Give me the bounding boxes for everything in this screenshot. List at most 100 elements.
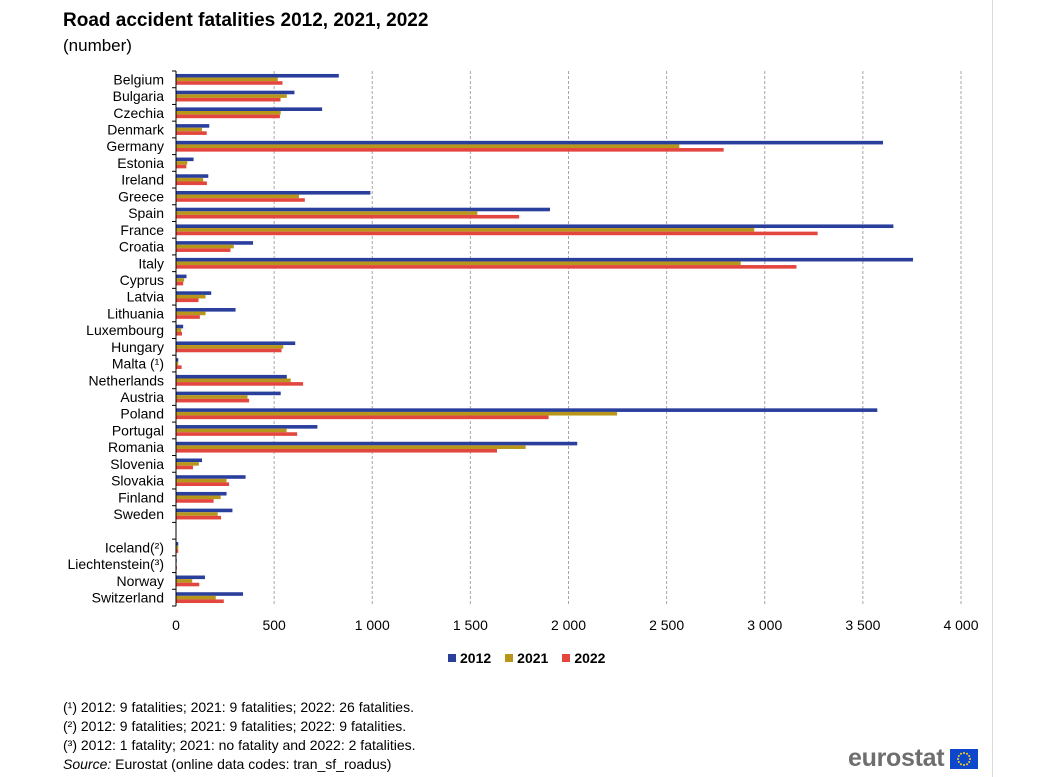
x-tick-label: 0	[172, 617, 180, 633]
bar-2022	[176, 81, 283, 85]
bar-2022	[176, 432, 298, 436]
bar-2021	[176, 495, 221, 500]
category-label: Sweden	[113, 506, 164, 522]
bar-2021	[176, 545, 179, 550]
category-label: Iceland(²)	[105, 539, 164, 555]
bar-2021	[176, 428, 287, 433]
bar-2022	[176, 482, 230, 487]
bar-2022	[176, 164, 187, 169]
bar-2022	[176, 599, 224, 604]
bar-2021	[176, 127, 203, 132]
category-label: Latvia	[127, 289, 165, 305]
bar-2021	[176, 244, 234, 249]
bar-2012	[176, 358, 179, 362]
category-label: Italy	[138, 255, 164, 271]
bar-2021	[176, 194, 299, 199]
bar-2021	[176, 228, 755, 232]
legend-swatch-2012	[448, 654, 456, 662]
category-label: Germany	[106, 138, 164, 154]
source-line: Source: Eurostat (online data codes: tra…	[63, 755, 416, 774]
category-label: Poland	[120, 406, 164, 422]
bar-2021	[176, 361, 179, 366]
footnote-1: (¹) 2012: 9 fatalities; 2021: 9 fataliti…	[63, 699, 414, 715]
category-label: Finland	[118, 489, 164, 505]
bar-2012	[176, 140, 883, 145]
bar-2022	[176, 499, 214, 503]
category-label: Netherlands	[89, 372, 165, 388]
bar-2022	[176, 365, 182, 369]
bar-2021	[176, 595, 216, 600]
category-label: Bulgaria	[113, 88, 165, 104]
eu-flag-icon	[950, 748, 979, 769]
bar-2022	[176, 148, 724, 152]
bar-2021	[176, 110, 281, 115]
bar-2012	[176, 274, 187, 279]
bar-2022	[176, 248, 231, 252]
footnote-2: (²) 2012: 9 fatalities; 2021: 9 fataliti…	[63, 718, 407, 734]
bar-2021	[176, 478, 227, 483]
bar-2012	[176, 174, 209, 178]
bar-2022	[176, 415, 549, 420]
x-tick-label: 2 000	[551, 617, 586, 633]
category-label: Portugal	[112, 422, 164, 438]
bar-2012	[176, 107, 323, 111]
bar-2022	[176, 181, 207, 186]
bar-2012	[176, 425, 318, 429]
bar-2022	[176, 231, 818, 236]
bar-2021	[176, 345, 284, 349]
bar-2012	[176, 90, 295, 95]
bar-2021	[176, 378, 291, 383]
bar-2022	[176, 97, 281, 102]
bar-2022	[176, 549, 179, 553]
legend-item-2021: 2021	[505, 650, 548, 666]
chart-subtitle: (number)	[63, 36, 132, 55]
bar-2022	[176, 114, 280, 119]
bar-2012	[176, 491, 227, 496]
category-label: Hungary	[111, 339, 164, 355]
legend-label-2021: 2021	[517, 650, 549, 666]
bar-2021	[176, 144, 680, 149]
x-tick-label: 1 000	[355, 617, 390, 633]
bar-2012	[176, 475, 246, 479]
category-label: Liechtenstein(³)	[68, 556, 165, 572]
category-label: Greece	[118, 188, 164, 204]
bar-2012	[176, 73, 339, 78]
category-label: Spain	[128, 205, 164, 221]
bar-2022	[176, 265, 797, 269]
bar-2012	[176, 542, 179, 546]
bar-2022	[176, 398, 250, 403]
category-label: Denmark	[107, 122, 165, 138]
bar-2012	[176, 391, 281, 396]
legend-label-2022: 2022	[574, 650, 606, 666]
bar-2021	[176, 161, 188, 165]
x-tick-label: 3 500	[845, 617, 880, 633]
category-label: Belgium	[113, 71, 164, 87]
bar-2022	[176, 131, 207, 135]
bar-layer	[176, 73, 914, 604]
bar-2021	[176, 94, 287, 98]
bar-2021	[176, 411, 618, 416]
bar-2022	[176, 348, 282, 353]
bar-2012	[176, 241, 254, 245]
source-label: Source:	[63, 756, 112, 772]
bar-2012	[176, 308, 236, 312]
category-label: Slovakia	[111, 473, 164, 489]
category-label: Cyprus	[120, 272, 164, 288]
bar-2021	[176, 445, 526, 449]
bar-2021	[176, 395, 248, 399]
bar-2012	[176, 374, 287, 379]
bar-2022	[176, 582, 200, 587]
bar-2012	[176, 592, 244, 596]
legend-swatch-2022	[562, 654, 571, 662]
category-label: Estonia	[117, 155, 164, 171]
frame-border	[992, 0, 993, 777]
axis-layer	[172, 70, 177, 607]
legend: 2012 2021 2022	[448, 650, 605, 666]
category-label: Luxembourg	[86, 322, 164, 338]
category-label: Czechia	[113, 105, 164, 121]
label-layer: 0 500 1 000 1 500 2 000 2 500 3 000 3 500 4 000 B…	[68, 71, 979, 633]
bar-2022	[176, 448, 497, 453]
bar-2022	[176, 198, 305, 202]
bar-2021	[176, 311, 206, 316]
